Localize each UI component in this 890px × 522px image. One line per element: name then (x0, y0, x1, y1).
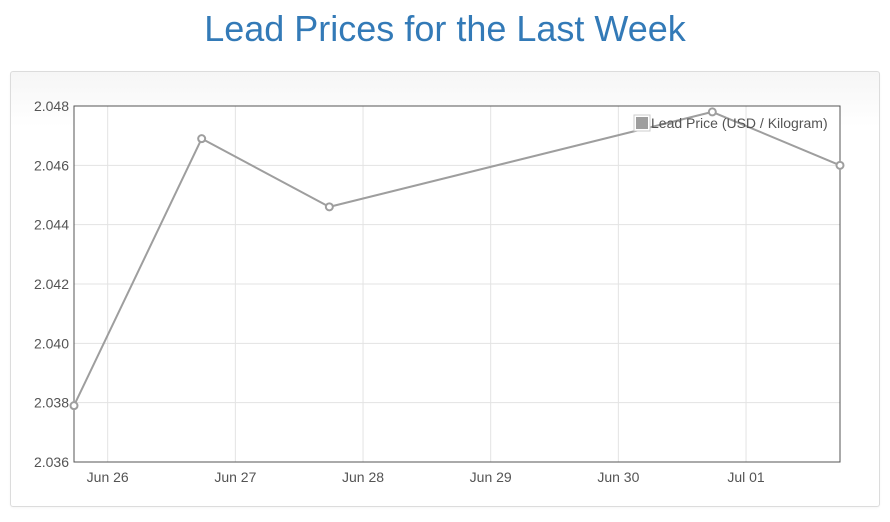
y-tick-label: 2.044 (34, 217, 69, 233)
chart-panel: 2.036 2.038 2.040 2.042 2.044 2.046 2.048 Jun 2… (10, 71, 880, 507)
chart-series (69, 107, 845, 411)
x-tick-label: Jun 27 (214, 469, 256, 485)
legend-swatch (636, 117, 648, 129)
data-point (835, 160, 845, 170)
x-tick-label: Jun 26 (87, 469, 129, 485)
data-point (707, 107, 717, 117)
legend-label: Lead Price (USD / Kilogram) (651, 115, 828, 131)
x-tick-label: Jun 30 (597, 469, 639, 485)
y-tick-label: 2.040 (34, 335, 69, 351)
chart-legend: Lead Price (USD / Kilogram) (633, 114, 828, 132)
chart-grid (74, 106, 840, 462)
x-tick-label: Jun 28 (342, 469, 384, 485)
y-tick-label: 2.042 (34, 276, 69, 292)
x-tick-label: Jun 29 (470, 469, 512, 485)
data-point (324, 202, 334, 212)
y-tick-label: 2.046 (34, 157, 69, 173)
data-point (69, 401, 79, 411)
page-title: Lead Prices for the Last Week (204, 8, 686, 49)
x-tick-label: Jul 01 (727, 469, 765, 485)
line-chart: 2.036 2.038 2.040 2.042 2.044 2.046 2.048 Jun 2… (34, 98, 845, 485)
plot-frame (73, 105, 841, 463)
y-tick-label: 2.048 (34, 98, 69, 114)
data-point (197, 134, 207, 144)
y-tick-label: 2.036 (34, 454, 69, 470)
y-tick-label: 2.038 (34, 395, 69, 411)
chart-axes: 2.036 2.038 2.040 2.042 2.044 2.046 2.048 Jun 2… (34, 98, 841, 485)
